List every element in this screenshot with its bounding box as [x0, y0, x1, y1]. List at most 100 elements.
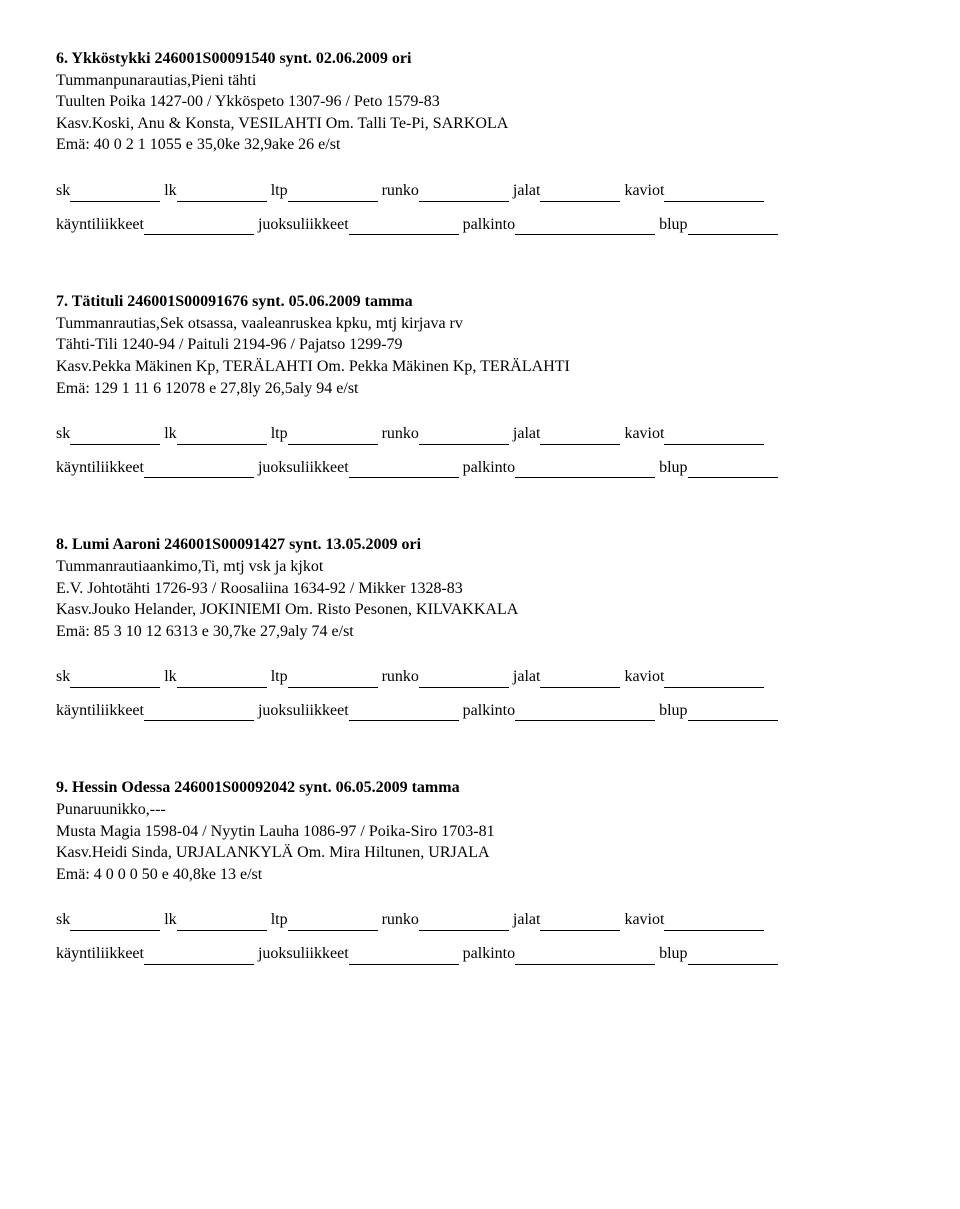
blank-sk[interactable]	[70, 912, 160, 931]
blank-ltp[interactable]	[288, 426, 378, 445]
entry-title: 6. Ykköstykki 246001S00091540 synt. 02.0…	[56, 50, 411, 67]
blank-palkinto[interactable]	[515, 460, 655, 479]
label-lk: lk	[164, 182, 176, 199]
entry-line: Emä: 40 0 2 1 1055 e 35,0ke 32,9ake 26 e…	[56, 134, 904, 156]
label-blup: blup	[659, 945, 687, 962]
entry-line: Tummanpunarautias,Pieni tähti	[56, 70, 904, 92]
label-palkinto: palkinto	[463, 702, 515, 719]
blank-lk[interactable]	[177, 669, 267, 688]
label-kayntiliikkeet: käyntiliikkeet	[56, 459, 144, 476]
blank-juoksuliikkeet[interactable]	[349, 460, 459, 479]
blank-kayntiliikkeet[interactable]	[144, 217, 254, 236]
label-juoksuliikkeet: juoksuliikkeet	[258, 945, 349, 962]
label-sk: sk	[56, 182, 70, 199]
form-row-1: sk lk ltp runko jalat kaviot	[56, 423, 904, 445]
form-row-1: sk lk ltp runko jalat kaviot	[56, 180, 904, 202]
blank-runko[interactable]	[419, 912, 509, 931]
blank-juoksuliikkeet[interactable]	[349, 217, 459, 236]
blank-juoksuliikkeet[interactable]	[349, 703, 459, 722]
label-kayntiliikkeet: käyntiliikkeet	[56, 702, 144, 719]
label-blup: blup	[659, 459, 687, 476]
blank-jalat[interactable]	[540, 183, 620, 202]
blank-jalat[interactable]	[540, 669, 620, 688]
horse-entry: 9. Hessin Odessa 246001S00092042 synt. 0…	[56, 777, 904, 964]
blank-palkinto[interactable]	[515, 946, 655, 965]
label-runko: runko	[382, 182, 419, 199]
entry-line: Kasv.Pekka Mäkinen Kp, TERÄLAHTI Om. Pek…	[56, 356, 904, 378]
entry-line: Emä: 129 1 11 6 12078 e 27,8ly 26,5aly 9…	[56, 378, 904, 400]
blank-kayntiliikkeet[interactable]	[144, 460, 254, 479]
blank-ltp[interactable]	[288, 669, 378, 688]
blank-sk[interactable]	[70, 426, 160, 445]
label-kaviot: kaviot	[624, 182, 664, 199]
form-row-2: käyntiliikkeet juoksuliikkeet palkinto b…	[56, 700, 904, 722]
form-row-1: sk lk ltp runko jalat kaviot	[56, 909, 904, 931]
label-kaviot: kaviot	[624, 668, 664, 685]
entry-title: 9. Hessin Odessa 246001S00092042 synt. 0…	[56, 779, 460, 796]
blank-kaviot[interactable]	[664, 669, 764, 688]
blank-palkinto[interactable]	[515, 703, 655, 722]
entry-line: Tähti-Tili 1240-94 / Paituli 2194-96 / P…	[56, 334, 904, 356]
blank-runko[interactable]	[419, 426, 509, 445]
entry-title: 7. Tätituli 246001S00091676 synt. 05.06.…	[56, 293, 413, 310]
blank-ltp[interactable]	[288, 183, 378, 202]
label-lk: lk	[164, 668, 176, 685]
label-blup: blup	[659, 216, 687, 233]
entry-line: Emä: 4 0 0 0 50 e 40,8ke 13 e/st	[56, 864, 904, 886]
blank-runko[interactable]	[419, 669, 509, 688]
label-jalat: jalat	[513, 182, 541, 199]
blank-ltp[interactable]	[288, 912, 378, 931]
label-sk: sk	[56, 911, 70, 928]
label-kayntiliikkeet: käyntiliikkeet	[56, 216, 144, 233]
horse-entry: 6. Ykköstykki 246001S00091540 synt. 02.0…	[56, 48, 904, 235]
entry-line: Tummanrautiaankimo,Ti, mtj vsk ja kjkot	[56, 556, 904, 578]
label-runko: runko	[382, 425, 419, 442]
label-ltp: ltp	[271, 911, 288, 928]
horse-entry: 8. Lumi Aaroni 246001S00091427 synt. 13.…	[56, 534, 904, 721]
blank-kaviot[interactable]	[664, 426, 764, 445]
blank-blup[interactable]	[688, 217, 778, 236]
label-sk: sk	[56, 425, 70, 442]
label-runko: runko	[382, 668, 419, 685]
blank-kaviot[interactable]	[664, 912, 764, 931]
entry-line: Tuulten Poika 1427-00 / Ykköspeto 1307-9…	[56, 91, 904, 113]
entry-title: 8. Lumi Aaroni 246001S00091427 synt. 13.…	[56, 536, 421, 553]
blank-jalat[interactable]	[540, 426, 620, 445]
blank-runko[interactable]	[419, 183, 509, 202]
label-lk: lk	[164, 425, 176, 442]
label-jalat: jalat	[513, 425, 541, 442]
label-blup: blup	[659, 702, 687, 719]
label-ltp: ltp	[271, 425, 288, 442]
blank-palkinto[interactable]	[515, 217, 655, 236]
blank-kaviot[interactable]	[664, 183, 764, 202]
label-palkinto: palkinto	[463, 945, 515, 962]
blank-juoksuliikkeet[interactable]	[349, 946, 459, 965]
blank-blup[interactable]	[688, 460, 778, 479]
label-palkinto: palkinto	[463, 459, 515, 476]
blank-sk[interactable]	[70, 669, 160, 688]
label-sk: sk	[56, 668, 70, 685]
entry-line: Kasv.Heidi Sinda, URJALANKYLÄ Om. Mira H…	[56, 842, 904, 864]
blank-lk[interactable]	[177, 426, 267, 445]
entry-line: Punaruunikko,---	[56, 799, 904, 821]
entry-line: Kasv.Koski, Anu & Konsta, VESILAHTI Om. …	[56, 113, 904, 135]
blank-jalat[interactable]	[540, 912, 620, 931]
blank-kayntiliikkeet[interactable]	[144, 703, 254, 722]
blank-lk[interactable]	[177, 183, 267, 202]
horse-entry: 7. Tätituli 246001S00091676 synt. 05.06.…	[56, 291, 904, 478]
entry-line: E.V. Johtotähti 1726-93 / Roosaliina 163…	[56, 578, 904, 600]
label-juoksuliikkeet: juoksuliikkeet	[258, 702, 349, 719]
form-row-2: käyntiliikkeet juoksuliikkeet palkinto b…	[56, 214, 904, 236]
entry-line: Musta Magia 1598-04 / Nyytin Lauha 1086-…	[56, 821, 904, 843]
entry-line: Kasv.Jouko Helander, JOKINIEMI Om. Risto…	[56, 599, 904, 621]
blank-sk[interactable]	[70, 183, 160, 202]
label-kayntiliikkeet: käyntiliikkeet	[56, 945, 144, 962]
blank-lk[interactable]	[177, 912, 267, 931]
label-jalat: jalat	[513, 911, 541, 928]
label-juoksuliikkeet: juoksuliikkeet	[258, 459, 349, 476]
blank-kayntiliikkeet[interactable]	[144, 946, 254, 965]
label-ltp: ltp	[271, 668, 288, 685]
blank-blup[interactable]	[688, 703, 778, 722]
form-row-2: käyntiliikkeet juoksuliikkeet palkinto b…	[56, 457, 904, 479]
blank-blup[interactable]	[688, 946, 778, 965]
